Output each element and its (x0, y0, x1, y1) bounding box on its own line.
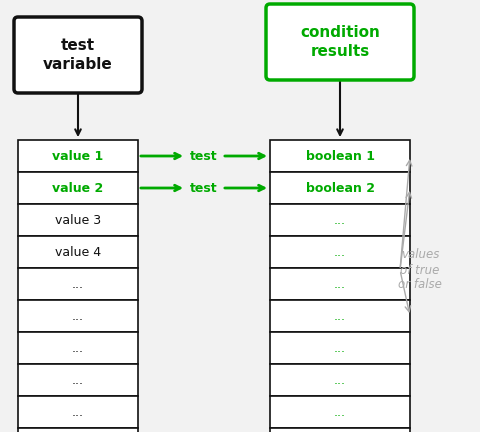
Bar (18, 364, 138, 396)
Text: ...: ... (72, 342, 84, 355)
Text: value 3: value 3 (55, 213, 101, 226)
Bar (18, 140, 138, 172)
Text: ...: ... (334, 374, 346, 387)
FancyBboxPatch shape (266, 4, 414, 80)
Text: ...: ... (72, 277, 84, 290)
Text: value 4: value 4 (55, 245, 101, 258)
Bar (18, 332, 138, 364)
Bar (18, 300, 138, 332)
Bar (270, 364, 410, 396)
Bar (270, 268, 410, 300)
Text: test
variable: test variable (43, 38, 113, 72)
Text: test: test (190, 149, 218, 162)
Text: boolean 2: boolean 2 (305, 181, 374, 194)
Bar (18, 236, 138, 268)
Bar (270, 140, 410, 172)
Bar (270, 236, 410, 268)
Bar (270, 332, 410, 364)
Bar (270, 396, 410, 428)
Text: ...: ... (72, 406, 84, 419)
Text: ...: ... (334, 245, 346, 258)
Bar (18, 396, 138, 428)
Text: ...: ... (334, 342, 346, 355)
Bar (18, 428, 138, 432)
Bar (270, 172, 410, 204)
Text: value 2: value 2 (52, 181, 104, 194)
Bar (18, 172, 138, 204)
Bar (18, 268, 138, 300)
Text: test: test (190, 181, 218, 194)
Text: value 1: value 1 (52, 149, 104, 162)
Text: condition
results: condition results (300, 25, 380, 59)
Text: ...: ... (334, 213, 346, 226)
Text: ...: ... (72, 374, 84, 387)
Text: ...: ... (334, 277, 346, 290)
Bar (270, 428, 410, 432)
Text: ...: ... (72, 309, 84, 323)
Text: values
of true
or false: values of true or false (398, 248, 442, 292)
Bar (270, 204, 410, 236)
Text: ...: ... (334, 406, 346, 419)
Bar (18, 204, 138, 236)
Text: boolean 1: boolean 1 (305, 149, 374, 162)
FancyBboxPatch shape (14, 17, 142, 93)
Bar (270, 300, 410, 332)
Text: ...: ... (334, 309, 346, 323)
